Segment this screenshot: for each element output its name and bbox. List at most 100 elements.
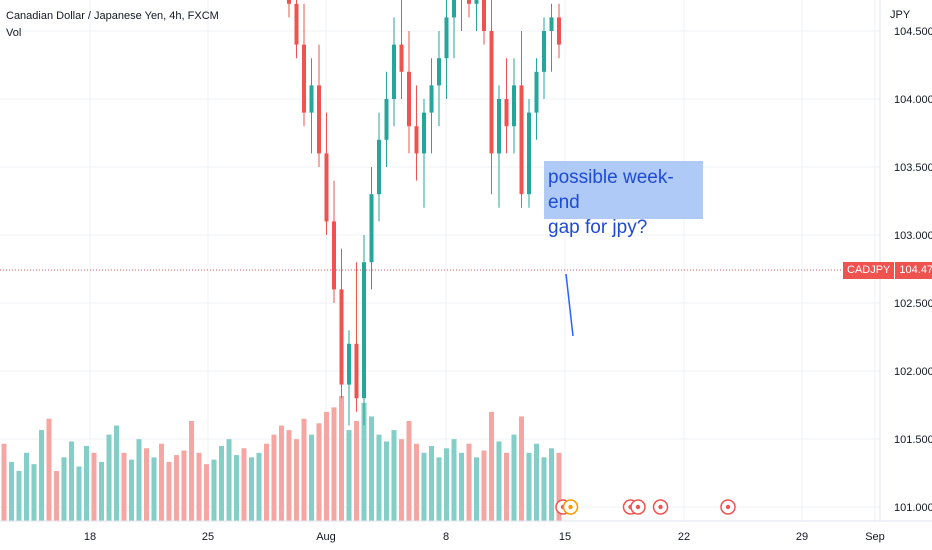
volume-bar bbox=[121, 452, 127, 521]
volume-bar bbox=[99, 461, 104, 521]
volume-bar bbox=[114, 425, 119, 521]
x-tick-label: 22 bbox=[678, 531, 690, 543]
price-tag-symbol: CADJPY bbox=[843, 262, 896, 279]
volume-bar bbox=[219, 446, 224, 521]
volume-bar bbox=[466, 443, 472, 521]
volume-bar bbox=[1, 443, 7, 521]
y-tick-label: 102.000 bbox=[894, 366, 932, 378]
volume-bar bbox=[84, 446, 89, 521]
volume-bar bbox=[174, 455, 179, 521]
volume-bar bbox=[196, 452, 202, 521]
volume-bar bbox=[136, 439, 142, 521]
volume-bar bbox=[31, 464, 37, 521]
event-marker-6-dot bbox=[725, 504, 731, 510]
volume-bar bbox=[451, 439, 457, 521]
annotation-text[interactable]: possible week-end gap for jpy? bbox=[548, 165, 704, 240]
candle-body bbox=[489, 31, 494, 154]
volume-bar bbox=[264, 443, 269, 521]
candle-body bbox=[317, 85, 321, 154]
candle-body bbox=[332, 221, 336, 290]
volume-bar bbox=[421, 452, 427, 521]
candle-body bbox=[369, 194, 374, 263]
volume-bar bbox=[249, 457, 254, 521]
y-axis[interactable]: 101.000 101.500 102.000 102.500 103.000 103.5… bbox=[894, 0, 932, 514]
price-tag: CADJPY 104.470 bbox=[843, 262, 932, 279]
candle-body bbox=[309, 85, 314, 113]
volume-bar bbox=[459, 452, 464, 521]
candle-body bbox=[444, 17, 449, 59]
candle-body bbox=[452, 0, 456, 18]
y-tick-label: 103.500 bbox=[894, 162, 932, 174]
x-tick-label: Sep bbox=[865, 531, 885, 543]
candle-body bbox=[324, 153, 329, 222]
volume-bar bbox=[391, 430, 397, 521]
volume-bar bbox=[526, 452, 532, 521]
x-tick-label: 15 bbox=[559, 531, 571, 543]
candle-body bbox=[534, 71, 539, 113]
candle-body bbox=[407, 71, 411, 127]
volume-bar bbox=[534, 443, 539, 521]
candle-body bbox=[527, 112, 531, 195]
volume-bar bbox=[429, 446, 434, 521]
event-markers[interactable] bbox=[555, 499, 736, 515]
candle-body bbox=[384, 99, 389, 140]
x-tick-label: Aug bbox=[316, 531, 336, 543]
volume-bar bbox=[106, 434, 112, 521]
volume-bars bbox=[1, 396, 562, 521]
candle-body bbox=[362, 262, 366, 399]
volume-bar bbox=[399, 439, 404, 521]
candle-body bbox=[399, 44, 404, 72]
volume-bar bbox=[541, 457, 547, 521]
volume-bar bbox=[346, 430, 352, 521]
volume-bar bbox=[406, 421, 412, 521]
volume-bar bbox=[211, 459, 217, 521]
candle-body bbox=[294, 3, 299, 45]
chart-legend: Canadian Dollar / Japanese Yen, 4h, FXCM… bbox=[6, 10, 219, 39]
volume-bar bbox=[294, 439, 299, 521]
candle-body bbox=[497, 99, 501, 154]
annotation-box[interactable] bbox=[544, 161, 703, 219]
volume-bar bbox=[16, 471, 22, 521]
candle-body bbox=[474, 0, 479, 4]
trend-line-drawing[interactable] bbox=[565, 273, 574, 337]
chart-title: Canadian Dollar / Japanese Yen, 4h, FXCM bbox=[6, 10, 219, 22]
candle-body bbox=[549, 17, 554, 31]
candle-body bbox=[422, 112, 426, 154]
volume-bar bbox=[489, 411, 494, 521]
candle-body bbox=[302, 44, 306, 113]
volume-bar bbox=[369, 416, 374, 521]
event-marker-2-dot bbox=[568, 504, 573, 510]
volume-bar bbox=[46, 418, 52, 521]
volume-bar bbox=[24, 452, 29, 521]
volume-bar bbox=[309, 434, 314, 521]
candle-body bbox=[557, 17, 561, 45]
volume-bar bbox=[166, 461, 172, 521]
volume-bar bbox=[181, 450, 187, 521]
candle-body bbox=[287, 0, 291, 4]
candle-body bbox=[467, 0, 471, 4]
x-tick-label: 29 bbox=[796, 531, 808, 543]
volume-bar bbox=[301, 418, 307, 521]
candle-body bbox=[437, 58, 441, 86]
volume-bar bbox=[144, 448, 149, 521]
y-tick-label: 104.500 bbox=[894, 26, 932, 38]
candle-body bbox=[339, 289, 344, 385]
x-tick-label: 25 bbox=[202, 531, 214, 543]
volume-bar bbox=[69, 441, 74, 521]
volume-bar bbox=[9, 461, 14, 521]
event-marker-4-dot bbox=[635, 504, 641, 510]
x-tick-label: 18 bbox=[84, 531, 96, 543]
volume-bar bbox=[414, 443, 419, 521]
volume-bar bbox=[354, 421, 359, 521]
volume-bar bbox=[519, 416, 524, 521]
volume-bar bbox=[504, 452, 509, 521]
volume-bar bbox=[279, 425, 284, 521]
volume-bar bbox=[481, 450, 487, 521]
x-axis[interactable]: 18 25 Aug 8 15 22 29 Sep bbox=[84, 531, 885, 543]
volume-bar bbox=[511, 434, 517, 521]
volume-bar bbox=[339, 396, 344, 521]
y-tick-label: 101.000 bbox=[894, 502, 932, 514]
annotation-line-2: gap for jpy? bbox=[548, 217, 648, 238]
